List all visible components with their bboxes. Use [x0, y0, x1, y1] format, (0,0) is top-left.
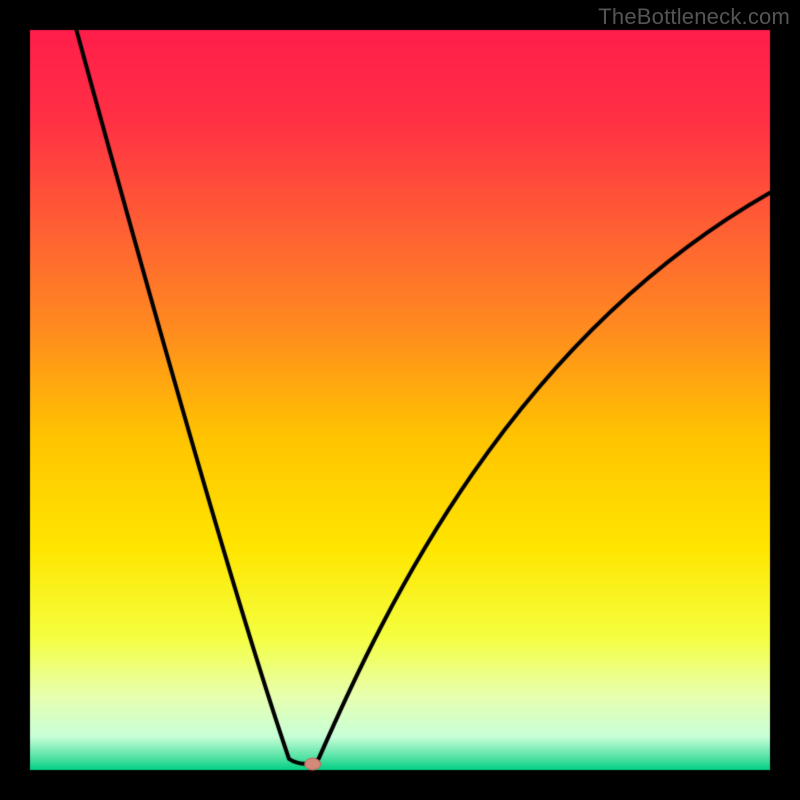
bottleneck-chart-canvas [0, 0, 800, 800]
chart-container: TheBottleneck.com [0, 0, 800, 800]
watermark-text: TheBottleneck.com [598, 4, 790, 30]
